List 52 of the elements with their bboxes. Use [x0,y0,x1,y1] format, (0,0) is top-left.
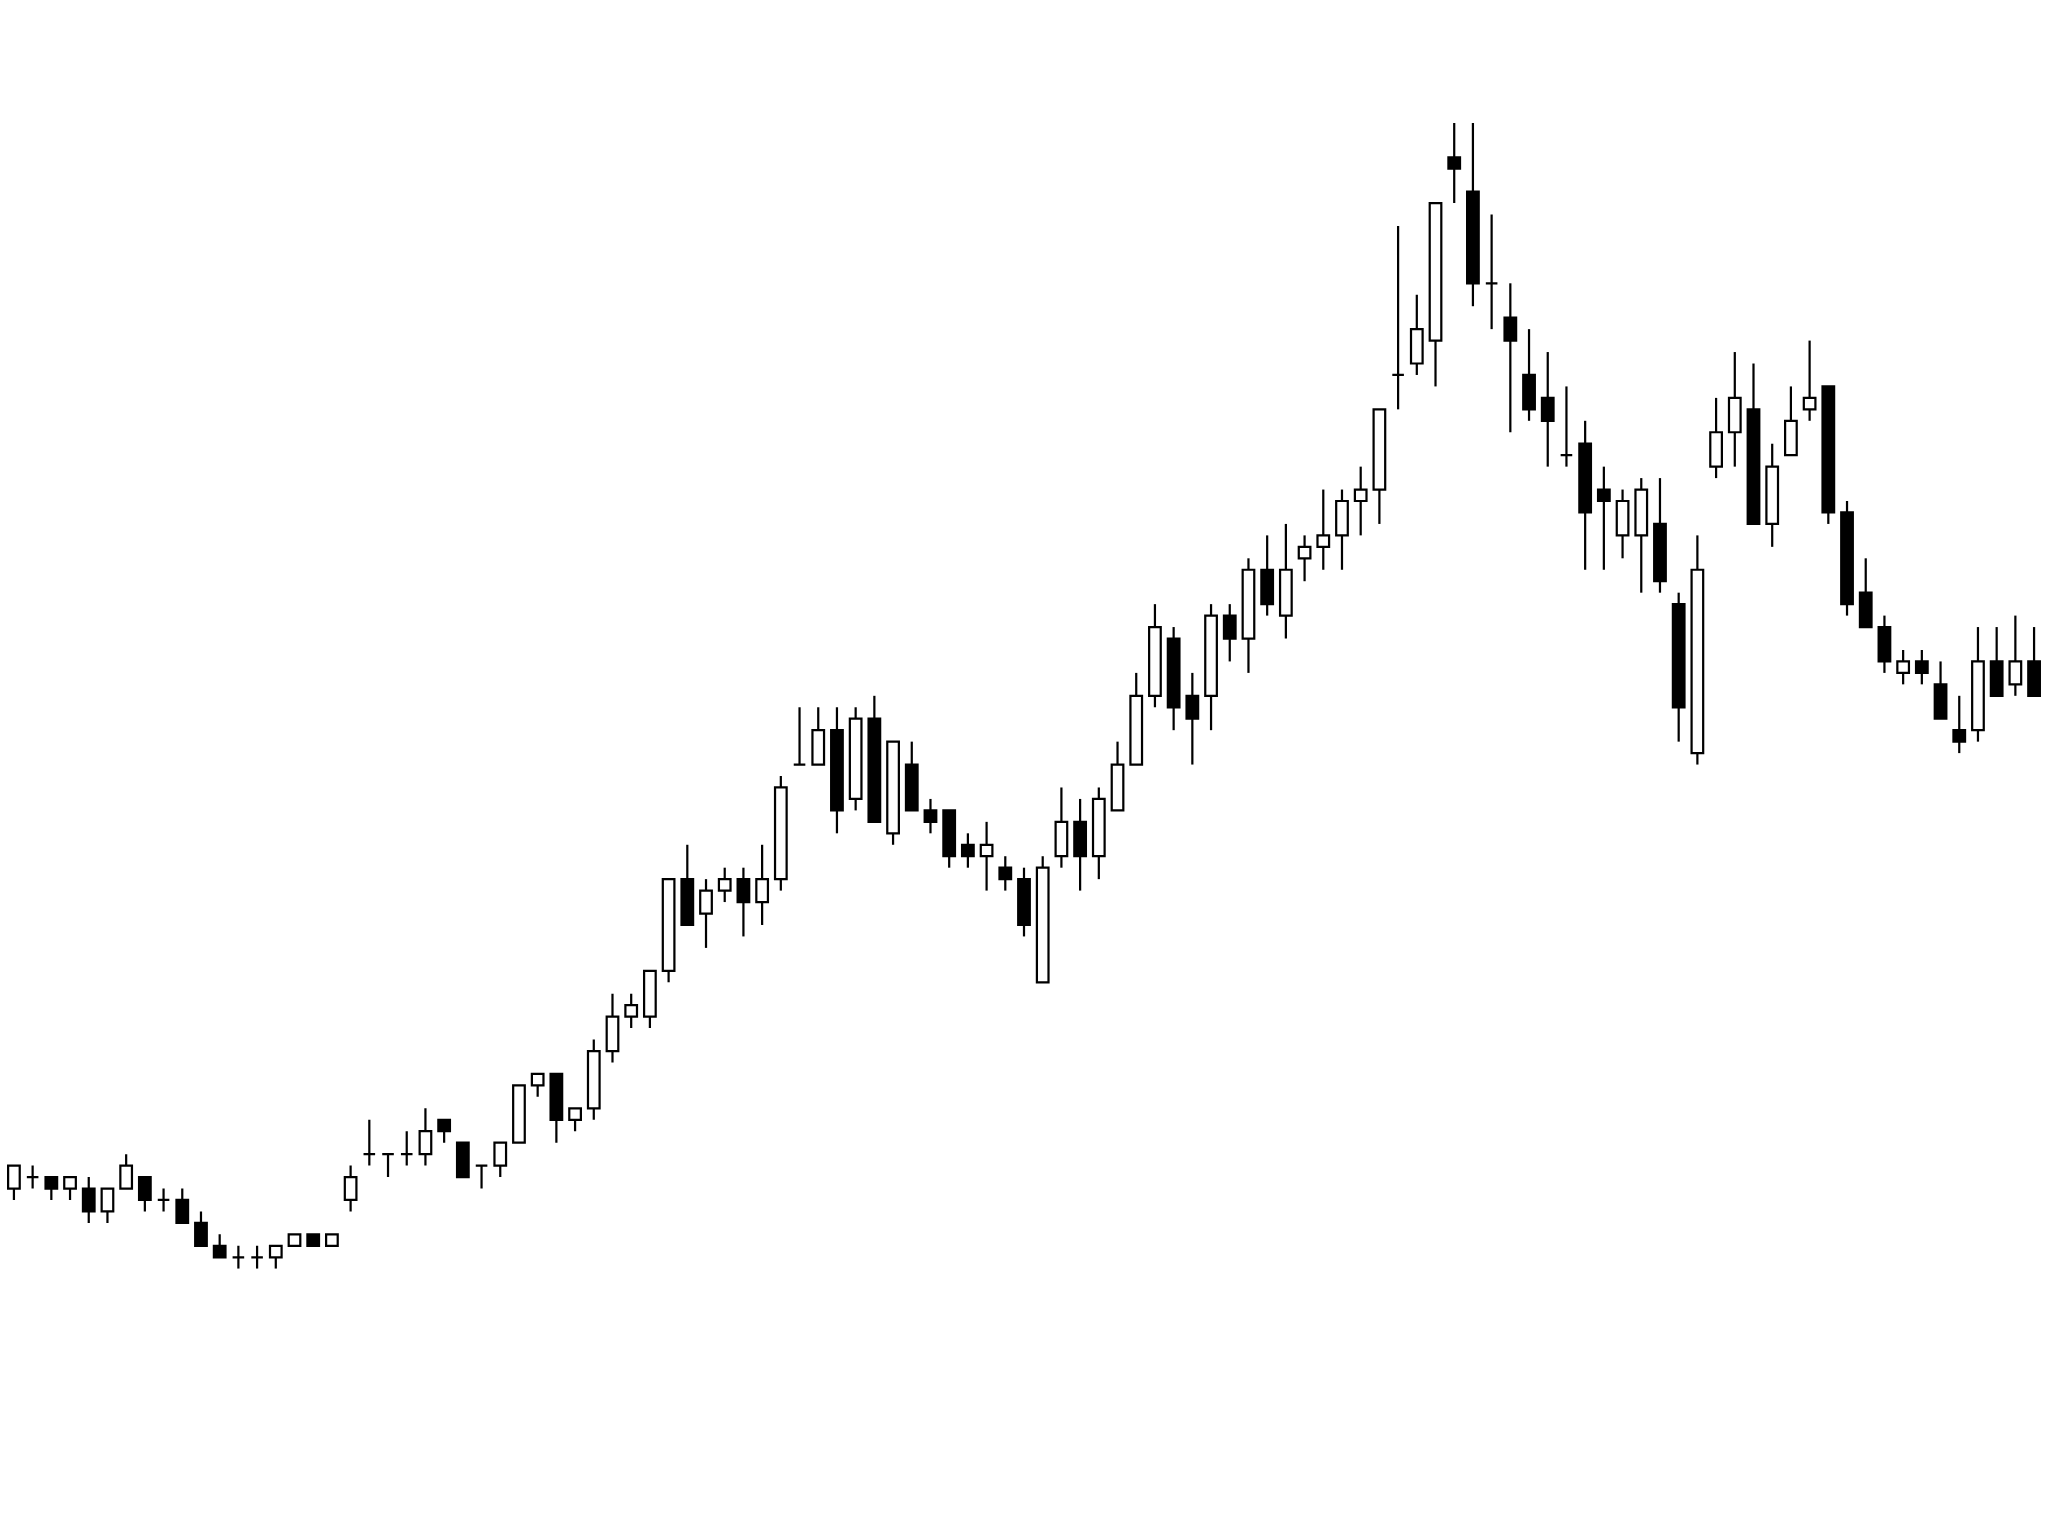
candlestick [1596,465,1611,571]
candlestick [1484,213,1499,331]
candlestick [194,1210,208,1247]
candlestick [343,1164,358,1213]
candlestick [25,1164,40,1190]
candlestick [699,878,713,950]
candlestick [1540,350,1555,468]
candlestick [81,1175,96,1225]
candlestick [1914,648,1929,686]
candlestick [979,820,994,892]
candlestick [1391,224,1406,411]
candlestick [474,1164,489,1190]
candlestick [1952,694,1967,755]
candlestick [100,1187,115,1225]
candlestick [231,1244,246,1269]
candlestick [792,706,807,766]
candlestick [63,1175,77,1202]
candlestick [7,1164,21,1202]
candlestick [1559,385,1574,468]
candlestick [755,843,770,927]
candlestick [137,1175,152,1213]
candlestick [624,992,639,1030]
candlestick [2008,614,2023,697]
candlestick [1185,671,1200,766]
candlestick [44,1175,59,1202]
candlestick [568,1107,582,1133]
candlestick [268,1244,283,1269]
candlestick [960,832,975,869]
candlestick [362,1118,377,1167]
candlestick [399,1130,414,1167]
candlestick [418,1107,433,1167]
candlestick [1503,282,1518,434]
candlestick [1447,122,1462,205]
candlestick [250,1244,264,1269]
candlestick [1316,488,1331,571]
candlestick [736,866,751,938]
candlestick [530,1072,545,1098]
candlestick [1896,648,1911,686]
candlestick [381,1153,395,1179]
candlestick [923,797,938,835]
candlestick [156,1187,171,1213]
candlestick [493,1141,508,1179]
candlestick [1222,603,1237,663]
candlestick [119,1153,134,1190]
candlestick [998,855,1013,892]
candlestick [1353,465,1368,537]
candlestick [437,1118,452,1144]
candlestick [1297,534,1312,583]
candlestick [1802,339,1817,422]
candlestick [212,1233,227,1259]
candlestick [175,1187,190,1225]
candlestick [717,866,732,904]
